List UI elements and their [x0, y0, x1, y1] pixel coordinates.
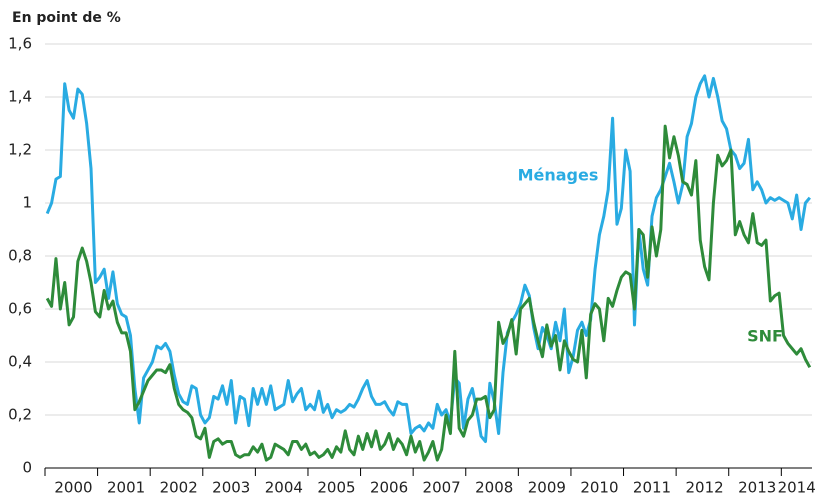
y-axis-label: En point de % [12, 10, 121, 26]
x-tick-label: 2012 [686, 479, 724, 497]
x-tick-label: 2005 [317, 479, 355, 497]
series-line [45, 74, 811, 443]
series-label: SNF [747, 327, 783, 346]
x-tick-label: 2010 [580, 479, 618, 497]
y-tick-label: 1,4 [8, 88, 32, 106]
x-tick-label: 2009 [528, 479, 566, 497]
y-tick-label: 0,2 [8, 406, 32, 424]
y-tick-label: 0,6 [8, 300, 32, 318]
x-tick-label: 2008 [475, 479, 513, 497]
x-tick-label: 2002 [160, 479, 198, 497]
series-line [45, 124, 812, 462]
x-tick-label: 2014 [778, 479, 816, 497]
x-tick-label: 2003 [212, 479, 250, 497]
x-tick-label: 2001 [107, 479, 145, 497]
y-tick-label: 1,2 [8, 141, 32, 159]
y-tick-label: 1,6 [8, 35, 32, 53]
y-tick-label: 0,4 [8, 353, 32, 371]
x-tick-label: 2000 [54, 479, 92, 497]
x-tick-label: 2013 [738, 479, 776, 497]
y-tick-label: 0 [22, 459, 32, 477]
x-tick-label: 2004 [265, 479, 303, 497]
x-tick-label: 2006 [370, 479, 408, 497]
x-tick-label: 2007 [423, 479, 461, 497]
series-label: Ménages [518, 166, 599, 185]
x-tick-label: 2011 [633, 479, 671, 497]
y-tick-label: 1 [22, 194, 32, 212]
y-tick-label: 0,8 [8, 247, 32, 265]
